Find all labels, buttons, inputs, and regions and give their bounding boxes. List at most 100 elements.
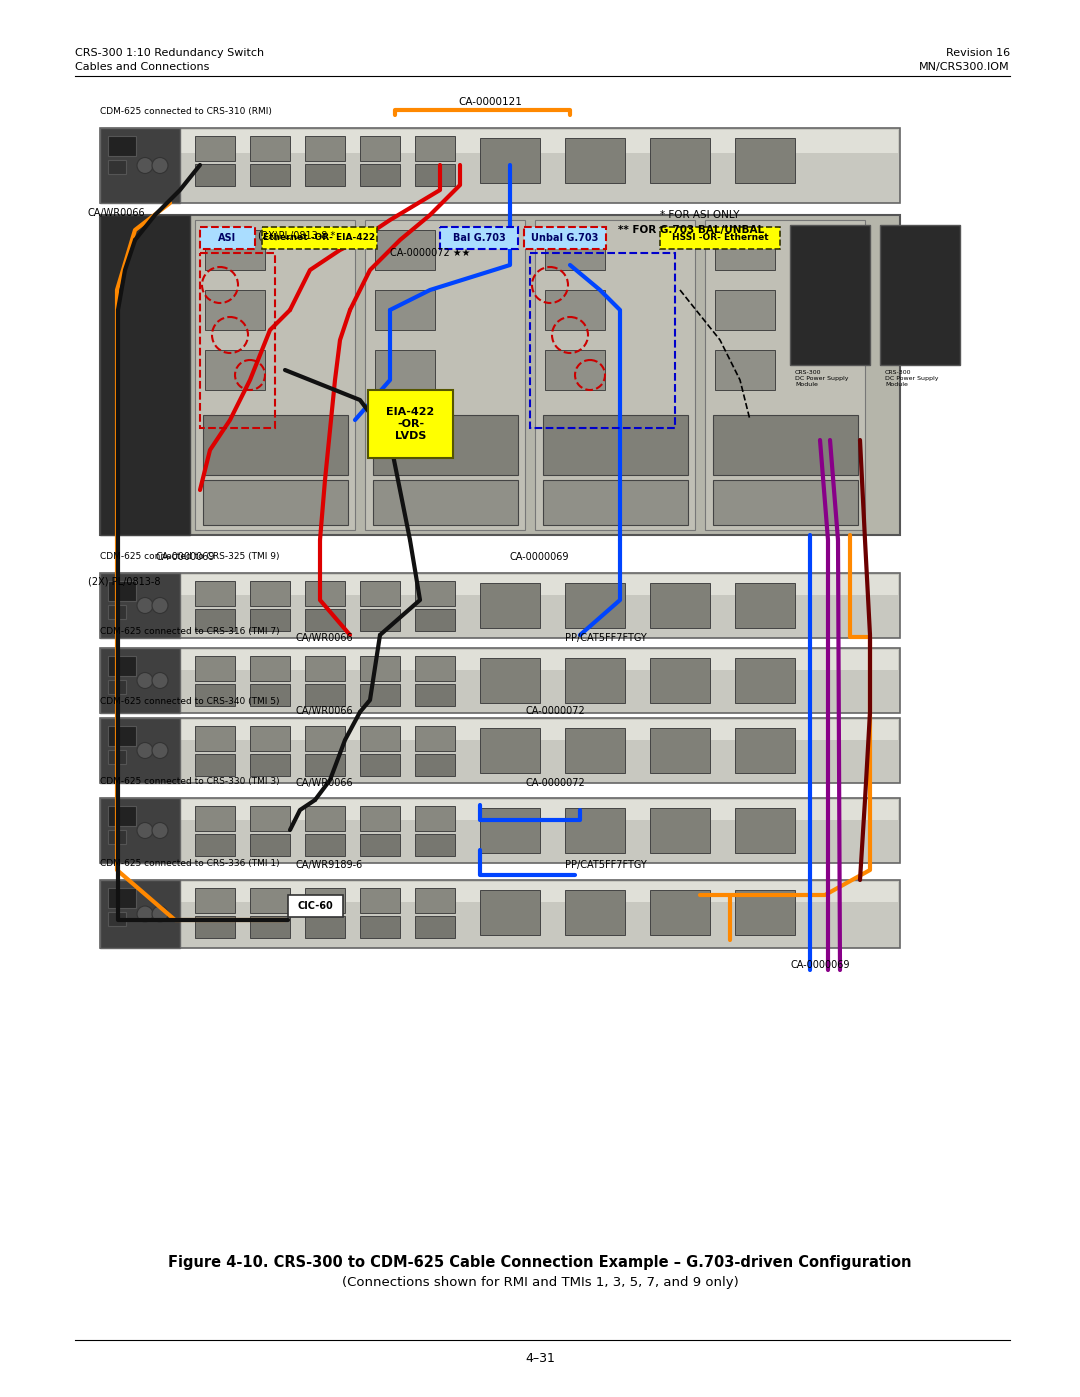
Text: CRS-300
DC Power Supply
Module: CRS-300 DC Power Supply Module [795, 370, 849, 387]
Text: Ethernet -OR- EIA-422: Ethernet -OR- EIA-422 [264, 233, 376, 243]
Bar [108, 161, 126, 175]
Bar [735, 583, 795, 629]
Bar [360, 163, 400, 186]
Text: (Connections shown for RMI and TMIs 1, 3, 5, 7, and 9 only): (Connections shown for RMI and TMIs 1, 3… [341, 1275, 739, 1289]
Bar [249, 806, 291, 831]
Bar [85, 89, 1000, 1229]
Bar [249, 136, 291, 161]
Text: ** FOR G.703 BAL/UNBAL: ** FOR G.703 BAL/UNBAL [618, 225, 765, 235]
Bar [705, 219, 865, 529]
Bar [415, 754, 455, 775]
Bar [195, 834, 235, 856]
Bar [100, 573, 180, 638]
Bar [305, 136, 345, 161]
Bar [415, 806, 455, 831]
Bar [100, 798, 900, 863]
Bar [565, 728, 625, 773]
Bar [108, 806, 136, 826]
Text: CA-0000121: CA-0000121 [458, 96, 522, 108]
Circle shape [152, 907, 168, 922]
Bar [360, 834, 400, 856]
Bar [415, 685, 455, 705]
Bar [195, 806, 235, 831]
Bar [650, 583, 710, 629]
Bar [249, 163, 291, 186]
Text: CA-0000072: CA-0000072 [525, 778, 584, 788]
Bar [415, 888, 455, 914]
Text: ASI: ASI [218, 233, 237, 243]
Bar [480, 138, 540, 183]
Text: Cables and Connections: Cables and Connections [75, 61, 210, 73]
Bar [713, 415, 858, 475]
Bar [195, 219, 355, 529]
Bar [715, 231, 775, 270]
Bar [305, 657, 345, 680]
Bar [360, 754, 400, 775]
Bar [415, 609, 455, 631]
Bar [360, 726, 400, 752]
Circle shape [152, 823, 168, 838]
Bar [440, 226, 518, 249]
Text: Figure 4-10. CRS-300 to CDM-625 Cable Connection Example – G.703-driven Configur: Figure 4-10. CRS-300 to CDM-625 Cable Co… [168, 1255, 912, 1270]
Bar [100, 215, 190, 535]
Text: CA-0000069: CA-0000069 [156, 552, 215, 562]
Bar [195, 754, 235, 775]
Bar [195, 581, 235, 606]
Circle shape [152, 672, 168, 689]
Bar [480, 583, 540, 629]
Bar [360, 657, 400, 680]
Bar [305, 581, 345, 606]
Bar [360, 888, 400, 914]
Bar [100, 880, 900, 949]
Bar [305, 163, 345, 186]
Bar [200, 253, 275, 427]
Text: CRS-300 1:10 Redundancy Switch: CRS-300 1:10 Redundancy Switch [75, 47, 265, 59]
Circle shape [137, 598, 153, 613]
Bar [305, 806, 345, 831]
Bar [650, 728, 710, 773]
Bar [735, 807, 795, 854]
Bar [205, 231, 265, 270]
Bar [305, 754, 345, 775]
Bar [650, 658, 710, 703]
Bar [100, 718, 180, 782]
Text: CDM-625 connected to CRS-316 (TMI 7): CDM-625 connected to CRS-316 (TMI 7) [100, 627, 280, 636]
Bar [305, 609, 345, 631]
Text: (2X) PL/0813-8: (2X) PL/0813-8 [87, 576, 161, 585]
Bar [108, 912, 126, 926]
Bar [365, 219, 525, 529]
Bar [195, 726, 235, 752]
Text: HSSI -OR- Ethernet: HSSI -OR- Ethernet [672, 233, 768, 243]
Bar [102, 719, 897, 739]
Text: CDM-625 connected to CRS-310 (RMI): CDM-625 connected to CRS-310 (RMI) [100, 108, 272, 116]
Text: CDM-625 connected to CRS-325 (TMI 9): CDM-625 connected to CRS-325 (TMI 9) [100, 552, 280, 562]
Text: CA/WR0066: CA/WR0066 [87, 208, 146, 218]
Bar [565, 658, 625, 703]
Bar [715, 351, 775, 390]
Text: CRS-300
DC Power Supply
Module: CRS-300 DC Power Supply Module [885, 370, 939, 387]
Bar [195, 657, 235, 680]
Bar [565, 807, 625, 854]
Bar [249, 754, 291, 775]
Bar [480, 807, 540, 854]
Circle shape [152, 598, 168, 613]
Bar [195, 609, 235, 631]
Circle shape [137, 672, 153, 689]
Text: CA-0000069: CA-0000069 [510, 552, 569, 562]
Bar [100, 880, 180, 949]
Bar [195, 888, 235, 914]
Bar [375, 291, 435, 330]
Bar [249, 726, 291, 752]
Bar [373, 415, 518, 475]
Text: CIC-60: CIC-60 [298, 901, 334, 911]
Bar [735, 728, 795, 773]
Bar [100, 718, 900, 782]
Bar [102, 800, 897, 820]
Bar [102, 650, 897, 669]
Bar [545, 351, 605, 390]
Circle shape [137, 907, 153, 922]
Text: MN/CRS300.IOM: MN/CRS300.IOM [919, 61, 1010, 73]
Text: CA/WR0066: CA/WR0066 [295, 778, 353, 788]
Bar [262, 226, 377, 249]
Bar [650, 807, 710, 854]
